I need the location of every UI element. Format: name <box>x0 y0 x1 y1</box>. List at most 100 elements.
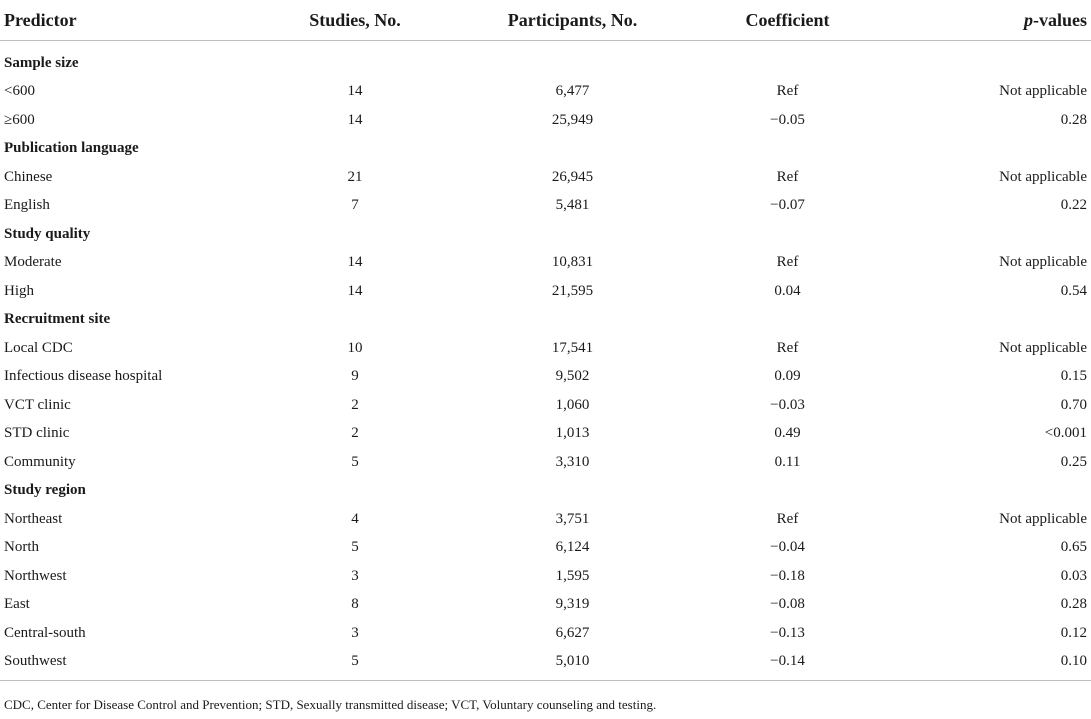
coefficient-cell: Ref <box>776 168 799 185</box>
studies-cell: 14 <box>347 83 363 100</box>
group-header-row: Recruitment site <box>0 306 1091 335</box>
coefficient-cell: 0.49 <box>774 425 801 442</box>
coefficient-cell: −0.03 <box>770 396 805 413</box>
header-studies: Studies, No. <box>250 0 460 41</box>
coefficient-cell: Ref <box>776 83 799 100</box>
table-row: East 8 9,319 −0.08 0.28 <box>0 591 1091 620</box>
table-row: North 5 6,124 −0.04 0.65 <box>0 534 1091 563</box>
coefficient-cell: −0.07 <box>770 197 805 214</box>
participants-cell: 26,945 <box>551 168 594 185</box>
meta-regression-table-container: Predictor Studies, No. Participants, No.… <box>0 0 1091 681</box>
header-coefficient: Coefficient <box>685 0 890 41</box>
p-value-cell: 0.10 <box>890 647 1091 681</box>
predictor-cell: English <box>4 197 50 214</box>
studies-cell: 9 <box>351 368 359 385</box>
group-label: Study region <box>4 482 86 499</box>
coefficient-cell: Ref <box>776 254 799 271</box>
p-value-cell: Not applicable <box>999 168 1087 185</box>
participants-cell: 3,751 <box>555 510 590 527</box>
predictor-cell: STD clinic <box>4 425 70 442</box>
p-value-cell: 0.03 <box>1060 567 1087 584</box>
header-p-suffix: -values <box>1033 9 1087 30</box>
participants-cell: 9,319 <box>555 596 590 613</box>
table-row: Chinese 21 26,945 Ref Not applicable <box>0 163 1091 192</box>
predictor-cell: Local CDC <box>4 339 73 356</box>
participants-cell: 1,060 <box>555 396 590 413</box>
p-value-cell: <0.001 <box>1044 425 1087 442</box>
predictor-cell: North <box>4 539 39 556</box>
participants-cell: 1,595 <box>555 567 590 584</box>
table-row: ≥600 14 25,949 −0.05 0.28 <box>0 106 1091 135</box>
p-value-cell: Not applicable <box>999 254 1087 271</box>
group-label: Sample size <box>4 54 79 71</box>
predictor-cell: Infectious disease hospital <box>4 368 163 385</box>
p-value-cell: 0.70 <box>1060 396 1087 413</box>
header-participants: Participants, No. <box>460 0 685 41</box>
p-value-cell: 0.12 <box>1060 624 1087 641</box>
table-row: Northwest 3 1,595 −0.18 0.03 <box>0 562 1091 591</box>
studies-cell: 5 <box>351 453 359 470</box>
participants-cell: 6,477 <box>555 83 590 100</box>
coefficient-cell: −0.05 <box>770 111 805 128</box>
studies-cell: 7 <box>351 197 359 214</box>
coefficient-cell: Ref <box>776 510 799 527</box>
predictor-cell: Northeast <box>4 510 63 527</box>
studies-cell: 14 <box>347 111 363 128</box>
p-value-cell: 0.22 <box>1060 197 1087 214</box>
group-header-row: Sample size <box>0 41 1091 78</box>
studies-cell: 21 <box>347 168 363 185</box>
group-label: Study quality <box>4 225 91 242</box>
group-header-row: Study quality <box>0 220 1091 249</box>
participants-cell: 25,949 <box>551 111 594 128</box>
participants-cell: 6,627 <box>555 624 590 641</box>
group-header-row: Publication language <box>0 135 1091 164</box>
coefficient-cell: Ref <box>776 339 799 356</box>
studies-cell: 4 <box>351 510 359 527</box>
studies-cell: 14 <box>347 254 363 271</box>
p-value-cell: 0.15 <box>1060 368 1087 385</box>
participants-cell: 6,124 <box>555 539 590 556</box>
group-label: Publication language <box>4 140 139 157</box>
table-row: Southwest 5 5,010 −0.14 0.10 <box>0 647 1091 681</box>
participants-cell: 3,310 <box>555 453 590 470</box>
p-value-cell: Not applicable <box>999 510 1087 527</box>
predictor-cell: VCT clinic <box>4 396 71 413</box>
predictor-cell: Central-south <box>4 624 86 641</box>
header-predictor: Predictor <box>0 0 250 41</box>
participants-cell: 9,502 <box>555 368 590 385</box>
table-row: STD clinic 2 1,013 0.49 <0.001 <box>0 420 1091 449</box>
participants-cell: 5,010 <box>460 647 685 681</box>
p-value-cell: 0.54 <box>1060 282 1087 299</box>
predictor-cell: Northwest <box>4 567 67 584</box>
table-row: Central-south 3 6,627 −0.13 0.12 <box>0 619 1091 648</box>
p-value-cell: 0.25 <box>1060 453 1087 470</box>
table-row: VCT clinic 2 1,060 −0.03 0.70 <box>0 391 1091 420</box>
coefficient-cell: −0.18 <box>770 567 805 584</box>
group-header-row: Study region <box>0 477 1091 506</box>
participants-cell: 21,595 <box>551 282 594 299</box>
predictor-cell: Southwest <box>0 647 250 681</box>
header-row: Predictor Studies, No. Participants, No.… <box>0 0 1091 41</box>
table-row: Local CDC 10 17,541 Ref Not applicable <box>0 334 1091 363</box>
participants-cell: 10,831 <box>551 254 594 271</box>
p-value-cell: 0.65 <box>1060 539 1087 556</box>
studies-cell: 10 <box>347 339 363 356</box>
studies-cell: 2 <box>351 396 359 413</box>
coefficient-cell: 0.04 <box>774 282 801 299</box>
p-value-cell: Not applicable <box>999 339 1087 356</box>
table-row: English 7 5,481 −0.07 0.22 <box>0 192 1091 221</box>
participants-cell: 1,013 <box>555 425 590 442</box>
table-row: Community 5 3,310 0.11 0.25 <box>0 448 1091 477</box>
header-p-prefix: p <box>1024 9 1033 30</box>
table-row: <600 14 6,477 Ref Not applicable <box>0 78 1091 107</box>
table-row: High 14 21,595 0.04 0.54 <box>0 277 1091 306</box>
coefficient-cell: −0.04 <box>770 539 805 556</box>
coefficient-cell: −0.14 <box>685 647 890 681</box>
table-row: Infectious disease hospital 9 9,502 0.09 0.1… <box>0 363 1091 392</box>
coefficient-cell: 0.11 <box>774 453 801 470</box>
predictor-cell: Chinese <box>4 168 53 185</box>
studies-cell: 14 <box>347 282 363 299</box>
meta-regression-table: Predictor Studies, No. Participants, No.… <box>0 0 1091 681</box>
table-footnote: CDC, Center for Disease Control and Prev… <box>4 697 657 712</box>
predictor-cell: Community <box>4 453 76 470</box>
